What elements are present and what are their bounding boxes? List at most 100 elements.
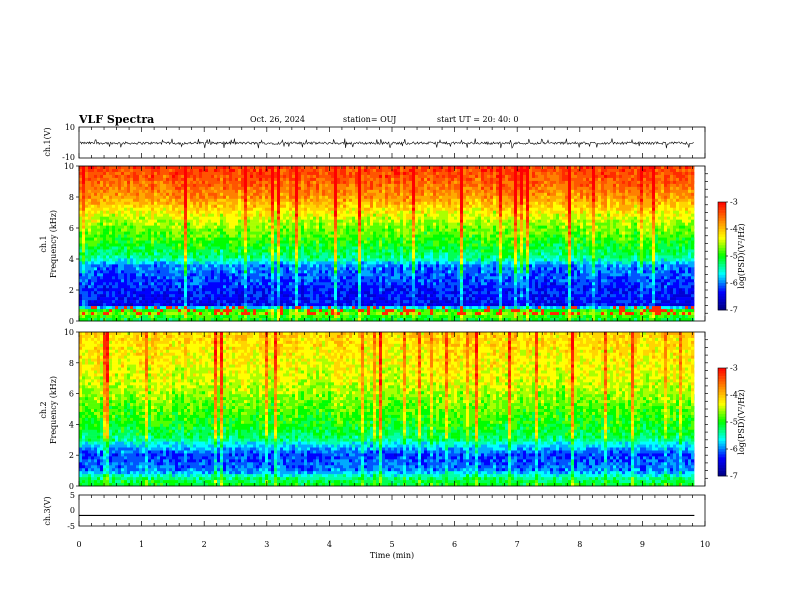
spectrogram-cell: [88, 222, 91, 226]
spectrogram-cell: [460, 171, 463, 176]
spectrogram-cell: [226, 264, 229, 268]
spectrogram-cell: [124, 207, 127, 212]
spectrogram-cell: [370, 171, 382, 176]
spectrogram-cell: [460, 183, 463, 188]
spectrogram-cell: [520, 210, 523, 214]
spectrogram-cell: [502, 174, 505, 179]
spectrogram-cell: [592, 228, 595, 232]
spectrogram-cell: [295, 201, 298, 206]
spectrogram-cell: [568, 192, 571, 197]
spectrogram-cell: [310, 207, 325, 212]
spectrogram-cell: [181, 166, 184, 170]
spectrogram-cell: [457, 171, 460, 176]
spectrogram-cell: [427, 210, 430, 214]
spectrogram-cell: [688, 216, 691, 220]
spectrogram-cell: [481, 261, 484, 265]
spectrogram-cell: [529, 174, 532, 179]
spectrogram-cell: [241, 243, 244, 247]
spectrogram-cell: [103, 258, 109, 262]
spectrogram-cell: [397, 216, 400, 220]
spectrogram-cell: [496, 231, 499, 235]
spectrogram-cell: [220, 210, 223, 214]
spectrogram-cell: [307, 198, 310, 203]
spectrogram-cell: [367, 222, 370, 226]
spectrogram-cell: [298, 216, 301, 220]
spectrogram-cell: [379, 249, 382, 253]
spectrogram-cell: [571, 180, 574, 185]
spectrogram-cell: [208, 198, 214, 203]
spectrogram-cell: [529, 198, 547, 203]
spectrogram-cell: [274, 258, 277, 262]
spectrogram-cell: [244, 192, 247, 197]
spectrogram-cell: [490, 240, 496, 244]
spectrogram-cell: [424, 222, 433, 226]
spectrogram-cell: [280, 207, 289, 212]
spectrogram-cell: [484, 219, 487, 223]
spectrogram-cell: [340, 213, 358, 217]
spectrogram-cell: [490, 168, 493, 173]
spectrogram-cell: [379, 189, 382, 194]
spectrogram-cell: [415, 168, 421, 173]
spectrogram-cell: [280, 168, 286, 173]
spectrogram-cell: [607, 225, 610, 229]
spectrogram-cell: [334, 189, 337, 194]
spectrogram-cell: [100, 261, 103, 265]
spectrogram-cell: [607, 249, 610, 253]
spectrogram-cell: [118, 234, 121, 238]
spectrogram-cell: [196, 195, 199, 200]
spectrogram-cell: [349, 210, 352, 214]
spectrogram-cell: [676, 201, 679, 206]
spectrogram-cell: [244, 213, 247, 217]
spectrogram-cell: [568, 258, 571, 262]
spectrogram-cell: [115, 180, 118, 185]
spectrogram-cell: [550, 183, 553, 188]
spectrogram-cell: [586, 168, 592, 173]
spectrogram-cell: [493, 213, 496, 217]
spectrogram-cell: [361, 255, 364, 259]
spectrogram-cell: [676, 168, 679, 173]
spectrogram-cell: [346, 261, 352, 265]
spectrogram-cell: [505, 225, 508, 229]
spectrogram-cell: [283, 234, 286, 238]
spectrogram-cell: [655, 222, 658, 226]
spectrogram-cell: [649, 261, 652, 265]
spectrogram-cell: [160, 189, 163, 194]
spectrogram-cell: [685, 240, 688, 244]
spectrogram-cell: [79, 228, 82, 232]
spectrogram-cell: [337, 258, 343, 262]
spectrogram-cell: [535, 166, 541, 170]
spectrogram-cell: [460, 168, 463, 173]
spectrogram-cell: [202, 204, 205, 209]
spectrogram-cell: [244, 228, 247, 232]
spectrogram-cell: [505, 166, 508, 170]
spectrogram-cell: [562, 252, 568, 256]
spectrogram-cell: [403, 258, 406, 262]
spectrogram-cell: [496, 198, 499, 203]
spectrogram-cell: [658, 210, 661, 214]
spectrogram-cell: [181, 210, 184, 214]
spectrogram-cell: [667, 249, 670, 253]
spectrogram-cell: [631, 222, 634, 226]
spectrogram-cell: [148, 210, 151, 214]
spectrogram-cell: [100, 243, 106, 247]
spectrogram-cell: [106, 180, 109, 185]
spectrogram-cell: [112, 255, 115, 259]
spectrogram-cell: [595, 213, 598, 217]
spectrogram-cell: [190, 198, 199, 203]
spectrogram-cell: [268, 177, 271, 182]
spectrogram-cell: [598, 231, 601, 235]
spectrogram-cell: [517, 249, 520, 253]
spectrogram-cell: [226, 234, 229, 238]
spectrogram-cell: [643, 183, 646, 188]
spectrogram-cell: [568, 234, 571, 238]
spectrogram-cell: [640, 225, 643, 229]
spectrogram-cell: [301, 166, 310, 170]
spectrogram-cell: [385, 192, 388, 197]
spectrogram-cell: [160, 207, 163, 212]
spectrogram-cell: [388, 240, 391, 244]
spectrogram-cell: [136, 261, 139, 265]
spectrogram-cell: [472, 177, 475, 182]
spectrogram-cell: [439, 195, 442, 200]
spectrogram-cell: [205, 186, 208, 191]
spectrogram-cell: [655, 195, 658, 200]
